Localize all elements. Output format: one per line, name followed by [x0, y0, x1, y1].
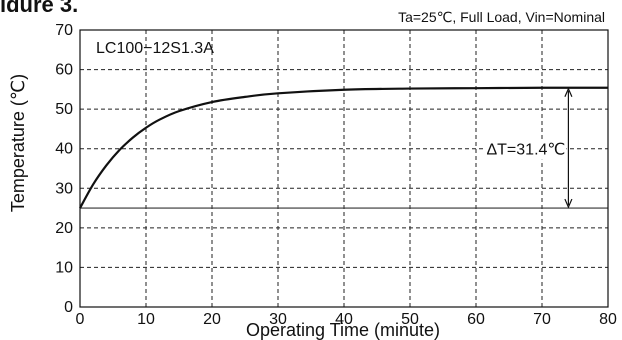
- y-tick-label-7: 70: [55, 22, 73, 39]
- x-tick-label-6: 60: [467, 311, 485, 328]
- x-tick-label-0: 0: [76, 311, 85, 328]
- series-layer: [79, 86, 609, 209]
- delta-t-label: ΔT=31.4℃: [486, 142, 565, 159]
- test-condition-label: Ta=25℃, Full Load, Vin=Nominal: [398, 9, 605, 25]
- x-tick-label-7: 70: [533, 311, 551, 328]
- chart-title: LC100−12S1.3A: [96, 40, 214, 57]
- tick-labels: 0 10 20 30 40 50 60 70 80 0 10 20 30 40 50 60 70: [55, 22, 617, 328]
- x-tick-label-2: 20: [203, 311, 221, 328]
- y-tick-label-4: 40: [55, 141, 73, 158]
- grid-lines: [80, 30, 608, 307]
- x-tick-label-5: 50: [401, 311, 419, 328]
- delta-t-label-background: [483, 140, 567, 160]
- y-axis-label: Temperature (℃): [8, 74, 28, 212]
- y-tick-label-5: 50: [55, 101, 73, 118]
- x-tick-label-8: 80: [599, 311, 617, 328]
- y-tick-label-6: 60: [55, 62, 73, 79]
- figure-heading: igure 3.: [0, 0, 200, 12]
- x-tick-label-4: 40: [335, 311, 353, 328]
- y-tick-label-1: 10: [55, 259, 73, 276]
- y-tick-label-2: 20: [55, 220, 73, 237]
- y-tick-label-3: 30: [55, 180, 73, 197]
- x-axis-label: Operating Time (minute): [246, 320, 440, 340]
- delta-t-annotation: [564, 87, 573, 209]
- x-tick-label-1: 10: [137, 311, 155, 328]
- delta-t-arrowhead-bottom: [564, 198, 573, 209]
- delta-t-arrowhead-top: [564, 87, 573, 98]
- x-tick-label-3: 30: [269, 311, 287, 328]
- y-tick-label-0: 0: [64, 299, 73, 316]
- temperature-curve: [79, 86, 609, 209]
- plot-frame: [79, 29, 609, 308]
